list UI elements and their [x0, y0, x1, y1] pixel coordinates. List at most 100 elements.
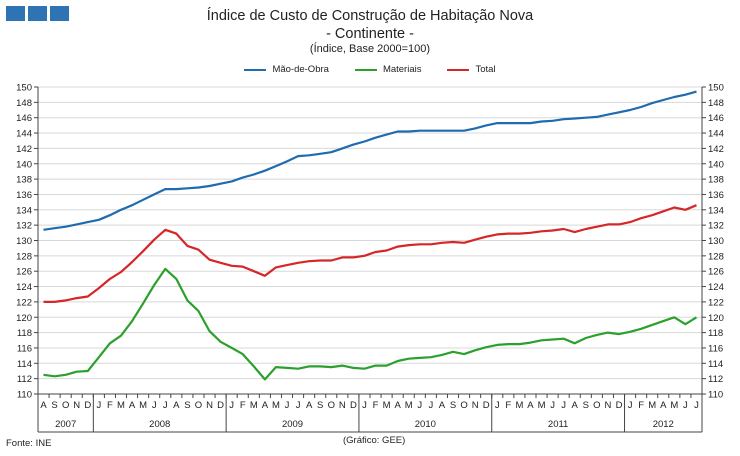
y-tick-label-left: 116: [17, 343, 32, 354]
source-note: Fonte: INE: [6, 438, 52, 449]
y-tick-label-left: 148: [16, 98, 32, 109]
y-tick-label-left: 150: [16, 83, 32, 94]
y-tick-label-right: 122: [708, 297, 724, 308]
x-tick-label: M: [117, 400, 125, 411]
legend-swatch-materiais: [354, 68, 377, 71]
x-tick-label: M: [383, 400, 391, 411]
x-tick-label: A: [394, 400, 401, 411]
x-tick-label: J: [96, 400, 101, 411]
legend-swatch-total: [447, 68, 470, 71]
y-tick-label-left: 144: [16, 129, 32, 140]
x-tick-label: M: [648, 400, 656, 411]
x-tick-label: A: [660, 400, 667, 411]
y-tick-label-left: 126: [16, 267, 32, 278]
x-tick-label: F: [638, 400, 644, 411]
y-tick-label-right: 144: [708, 129, 724, 140]
series-line-total: [43, 204, 697, 303]
series-line-mao-de-obra: [43, 90, 697, 231]
y-tick-label-left: 118: [17, 328, 32, 339]
y-tick-label-left: 120: [16, 313, 32, 324]
y-tick-label-right: 148: [708, 98, 724, 109]
x-tick-label: J: [163, 400, 168, 411]
x-tick-label: J: [683, 400, 688, 411]
x-tick-label: O: [62, 400, 69, 411]
x-tick-label: N: [339, 400, 346, 411]
x-tick-label: J: [362, 400, 367, 411]
y-tick-label-right: 134: [708, 205, 724, 216]
y-tick-label-right: 140: [708, 159, 724, 170]
legend-item-materiais: Materiais: [354, 64, 421, 75]
x-tick-label: O: [328, 400, 335, 411]
series-line-materiais: [43, 267, 698, 381]
x-tick-label: O: [593, 400, 600, 411]
y-tick-label-left: 142: [16, 144, 32, 155]
y-tick-label-right: 118: [708, 328, 723, 339]
x-tick-label: A: [527, 400, 534, 411]
x-tick-label: S: [51, 400, 57, 411]
y-tick-label-left: 122: [16, 297, 32, 308]
y-tick-label-right: 138: [708, 175, 724, 186]
x-tick-label: S: [184, 400, 190, 411]
y-tick-label-right: 116: [708, 343, 723, 354]
x-tick-label: S: [450, 400, 456, 411]
x-tick-label: F: [505, 400, 511, 411]
logo-block-1: [6, 6, 25, 21]
x-tick-label: O: [460, 400, 467, 411]
y-tick-label-left: 134: [16, 205, 32, 216]
y-tick-label-left: 112: [17, 374, 32, 385]
y-tick-label-left: 136: [16, 190, 32, 201]
y-tick-label-left: 146: [16, 113, 32, 124]
legend-label-total: Total: [475, 64, 496, 75]
y-tick-label-right: 150: [708, 83, 724, 94]
x-tick-label: J: [229, 400, 234, 411]
x-tick-label: A: [572, 400, 579, 411]
x-tick-label: M: [538, 400, 546, 411]
x-tick-label: S: [317, 400, 323, 411]
x-tick-label: M: [670, 400, 678, 411]
x-tick-label: J: [152, 400, 157, 411]
x-tick-label: J: [561, 400, 566, 411]
y-tick-label-right: 114: [708, 359, 723, 370]
x-tick-label: M: [405, 400, 413, 411]
x-tick-label: J: [296, 400, 301, 411]
x-tick-label: J: [628, 400, 633, 411]
credit-note: (Gráfico: GEE): [343, 435, 406, 446]
y-tick-label-right: 136: [708, 190, 724, 201]
y-tick-label-right: 146: [708, 113, 724, 124]
y-tick-label-left: 128: [16, 251, 32, 262]
x-tick-label: F: [373, 400, 379, 411]
x-tick-label: A: [439, 400, 446, 411]
year-label: 2008: [149, 419, 170, 430]
x-tick-label: M: [139, 400, 147, 411]
x-tick-label: A: [173, 400, 180, 411]
legend-item-total: Total: [447, 64, 496, 75]
x-tick-label: A: [40, 400, 47, 411]
y-tick-label-right: 112: [708, 374, 723, 385]
x-tick-label: M: [515, 400, 523, 411]
x-tick-label: O: [195, 400, 202, 411]
chart-title: Índice de Custo de Construção de Habitaç…: [206, 8, 534, 24]
x-tick-label: M: [250, 400, 258, 411]
x-tick-label: A: [306, 400, 313, 411]
legend-label-mao-de-obra: Mão-de-Obra: [272, 64, 329, 75]
y-tick-label-right: 128: [708, 251, 724, 262]
x-tick-label: J: [417, 400, 422, 411]
x-tick-label: J: [495, 400, 500, 411]
gee-logo: [6, 6, 69, 21]
x-tick-label: F: [107, 400, 113, 411]
year-label: 2010: [415, 419, 436, 430]
y-tick-label-right: 130: [708, 236, 724, 247]
x-tick-label: J: [285, 400, 290, 411]
y-tick-label-right: 124: [708, 282, 724, 293]
x-tick-label: N: [604, 400, 611, 411]
x-tick-label: D: [483, 400, 490, 411]
x-tick-label: J: [550, 400, 555, 411]
x-tick-label: D: [217, 400, 224, 411]
y-tick-label-left: 132: [16, 221, 32, 232]
x-tick-label: J: [694, 400, 699, 411]
y-tick-label-right: 110: [708, 390, 723, 401]
y-tick-label-left: 114: [17, 359, 32, 370]
x-tick-label: D: [84, 400, 91, 411]
y-tick-label-right: 132: [708, 221, 724, 232]
